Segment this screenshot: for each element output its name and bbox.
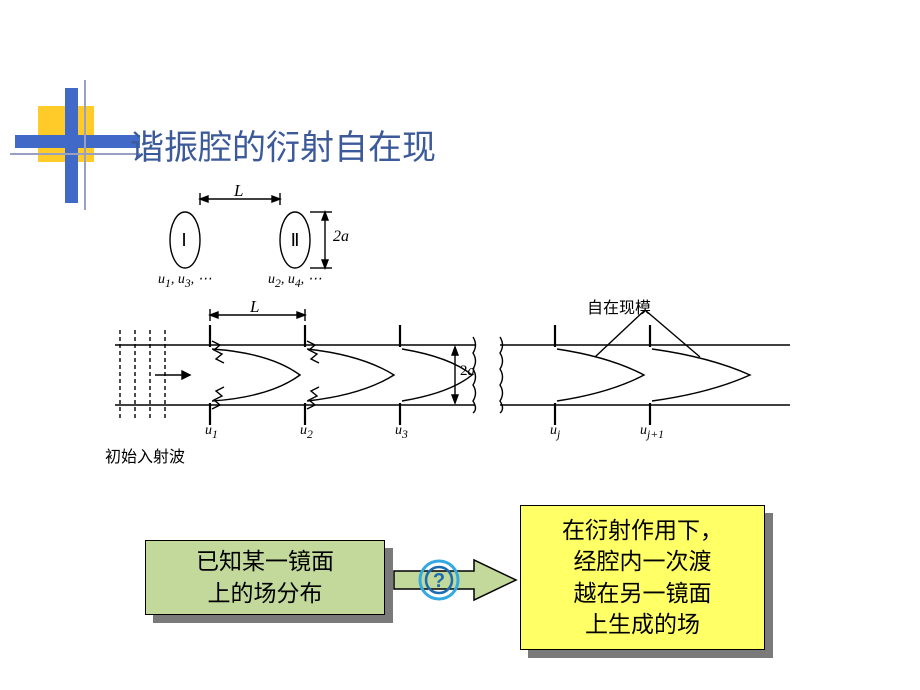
svg-text:?: ? [433, 570, 445, 592]
incident-label: 初始入射波 [105, 443, 185, 467]
box-right-text: 在衍射作用下，经腔内一次渡越在另一镜面上生成的场 [562, 515, 723, 639]
u1-label: u1 [205, 423, 218, 441]
u2-label: u2 [300, 423, 313, 441]
question-icon: ? [418, 559, 460, 606]
mirror2-label: Ⅱ [291, 230, 300, 250]
box-result-field: 在衍射作用下，经腔内一次渡越在另一镜面上生成的场 [520, 505, 765, 650]
uj-label: uj [550, 423, 560, 441]
u3-label: u3 [395, 423, 408, 441]
page-title: 谐振腔的衍射自在现 [130, 120, 436, 169]
u-left-label: u1, u3, ⋯ [158, 271, 212, 290]
aperture-label-2: 2a [460, 363, 475, 380]
corner-decoration [0, 0, 140, 200]
u-right-label: u2, u4, ⋯ [268, 271, 322, 290]
diagram-propagation: L 2a 自在现模 初始入射波 u1 u2 u3 uj uj+1 [100, 295, 800, 485]
box-left-text: 已知某一镜面上的场分布 [196, 546, 334, 608]
mode-label: 自在现模 [587, 294, 651, 318]
L-label-2: L [250, 297, 259, 317]
uj1-label: uj+1 [640, 423, 664, 441]
diagram-two-mirrors: Ⅰ Ⅱ L 2a u1, u3, ⋯ u2, u4, ⋯ [140, 185, 370, 295]
aperture-label: 2a [333, 228, 349, 246]
mirror1-label: Ⅰ [181, 230, 186, 250]
box-known-field: 已知某一镜面上的场分布 [145, 540, 385, 615]
L-label: L [234, 181, 243, 201]
